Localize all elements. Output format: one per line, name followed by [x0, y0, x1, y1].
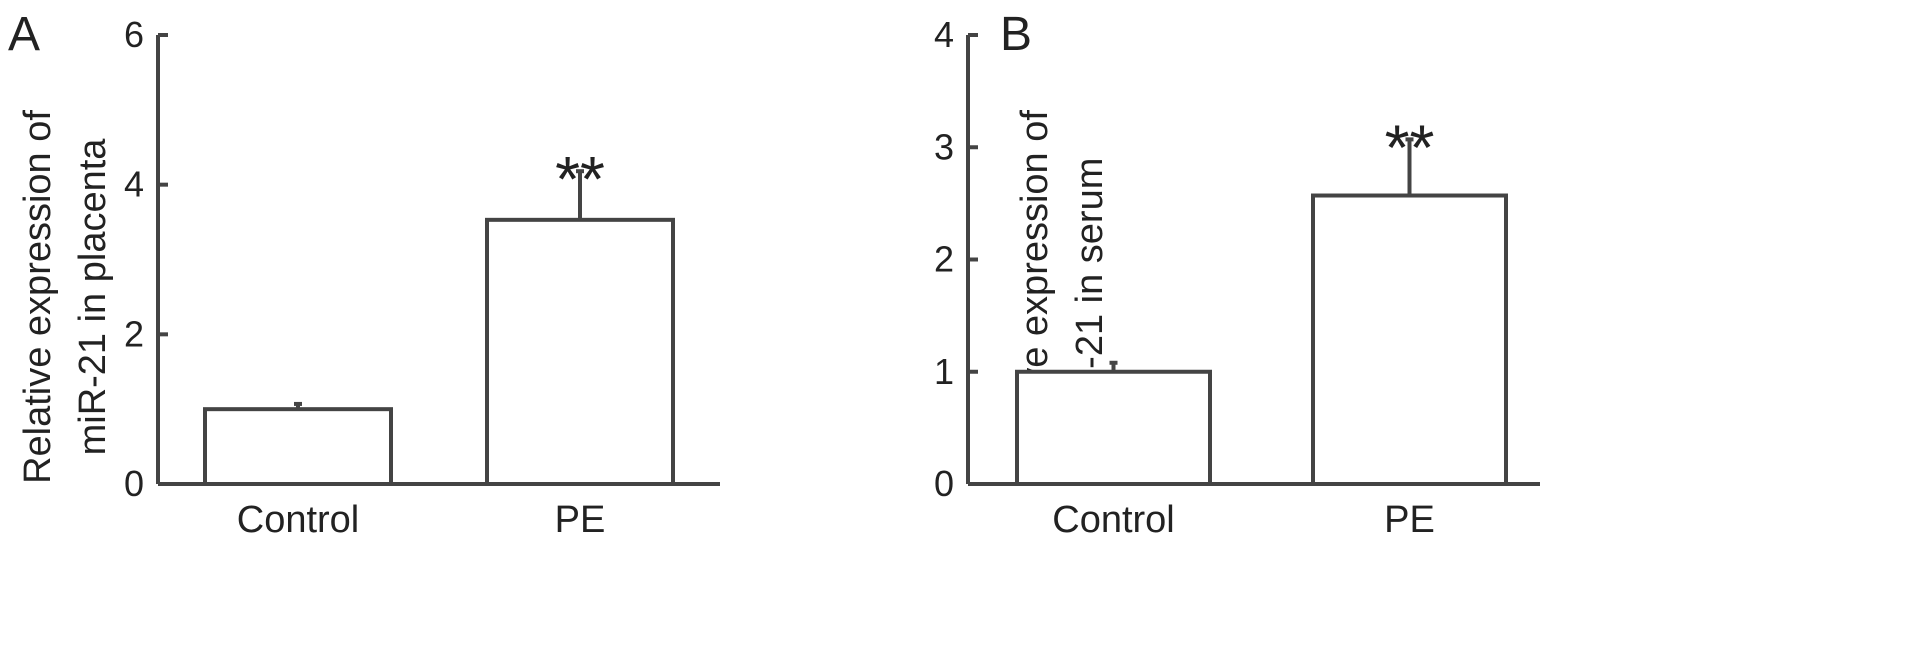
- bar: [203, 407, 393, 486]
- panel-b: B Relative expression of miR-21 in serum…: [934, 8, 1540, 541]
- bar: [1311, 193, 1508, 487]
- x-tick-label: PE: [555, 499, 606, 541]
- y-tick-label: 4: [124, 164, 144, 205]
- significance-label: **: [555, 143, 605, 215]
- y-tick-label: 2: [124, 313, 144, 354]
- y-tick-label: 1: [934, 351, 954, 392]
- x-tick-label: Control: [237, 499, 360, 541]
- y-tick-label: 6: [124, 14, 144, 55]
- y-tick-label: 4: [934, 14, 954, 55]
- y-axis-label-line-1: Relative expression of: [17, 110, 59, 484]
- plot-area: 0 2 4 6 Control PE **: [124, 14, 720, 541]
- x-tick-label: Control: [1052, 499, 1175, 541]
- significance-label: **: [1385, 111, 1435, 183]
- plot-area: 0 1 2 3 4 Control PE **: [934, 14, 1540, 541]
- panel-letter: B: [1000, 8, 1032, 61]
- panel-letter: A: [8, 8, 40, 61]
- bar: [485, 217, 675, 486]
- y-axis-label-line-2: miR-21 in placenta: [72, 138, 114, 456]
- panel-a: A Relative expression of miR-21 in place…: [8, 8, 720, 541]
- y-tick-label: 0: [124, 463, 144, 504]
- y-tick-label: 2: [934, 239, 954, 280]
- bar: [1015, 369, 1212, 486]
- x-tick-label: PE: [1384, 499, 1435, 541]
- y-tick-label: 0: [934, 463, 954, 504]
- y-tick-label: 3: [934, 126, 954, 167]
